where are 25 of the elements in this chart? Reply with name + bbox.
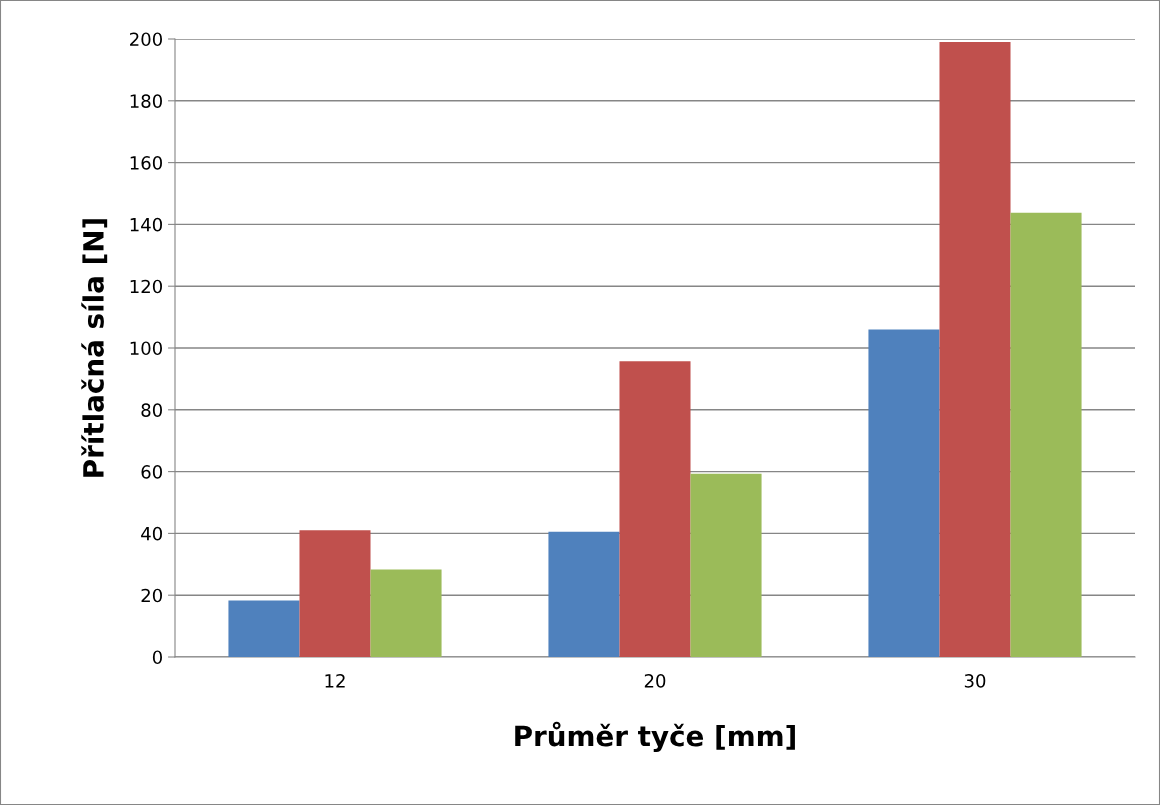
y-tick-label: 100	[130, 341, 162, 356]
bar	[1010, 212, 1082, 657]
x-axis-title: Průměr tyče [mm]	[515, 721, 795, 753]
bar	[690, 473, 762, 657]
y-tick-label: 200	[130, 32, 162, 47]
bar	[619, 361, 691, 657]
y-tick-label: 160	[130, 156, 162, 170]
x-tick-label: 30	[964, 673, 986, 688]
bar	[228, 600, 300, 657]
y-tick-label: 120	[130, 279, 162, 294]
bar	[299, 530, 371, 657]
bar	[548, 531, 620, 657]
bar	[939, 42, 1011, 657]
x-tick-label: 12	[325, 673, 345, 688]
y-tick-label: 40	[141, 526, 162, 541]
y-axis-title: Přítlačná síla [N]	[81, 219, 108, 477]
x-tick-label: 20	[644, 673, 666, 688]
y-tick-label: 140	[130, 217, 162, 232]
bar	[868, 329, 940, 657]
y-tick-label: 180	[130, 94, 162, 108]
y-tick-label: 80	[141, 403, 162, 417]
y-tick-label: 20	[141, 588, 162, 603]
y-tick-label: 60	[141, 465, 162, 479]
bar	[370, 569, 442, 657]
y-tick-label: 0	[152, 650, 162, 665]
